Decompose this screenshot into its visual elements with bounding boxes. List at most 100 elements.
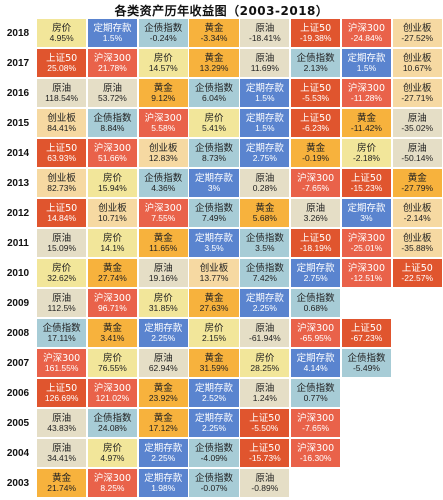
asset-return: 3.26% [303,212,328,223]
asset-name: 定期存款 [195,172,234,184]
asset-return: 11.69% [250,62,279,73]
asset-return: -25.01% [350,242,383,253]
asset-cell: 定期存款 1.98% [137,468,189,498]
asset-cell: 定期存款 2.25% [188,408,240,438]
asset-return: -27.71% [401,92,434,103]
asset-name: 黄金 [153,412,173,424]
asset-return: 43.83% [47,422,77,433]
asset-cell: 上证50 -15.73% [239,438,291,468]
asset-cell: 原油 43.83% [36,408,88,438]
asset-name: 创业板 [98,202,127,214]
asset-return: 13.29% [199,62,229,73]
asset-return: 2.25% [151,452,176,463]
asset-name: 黄金 [306,142,326,154]
asset-name: 定期存款 [296,262,335,274]
asset-cell: 定期存款 3% [340,198,393,228]
asset-return: -67.23% [350,332,383,343]
asset-name: 黄金 [102,262,122,274]
asset-return: 1.5% [255,122,275,133]
asset-name: 房价 [204,322,224,334]
asset-return: 1.98% [151,482,176,493]
asset-name: 定期存款 [195,412,234,424]
asset-return: -27.52% [401,32,434,43]
asset-return: 53.72% [98,92,127,103]
asset-cell: 企债指数 0.68% [290,288,342,318]
asset-name: 定期存款 [296,352,335,364]
asset-return: -65.95% [299,332,332,343]
asset-cell: 黄金 -3.34% [188,18,240,48]
asset-return: -2.18% [352,152,380,163]
asset-name: 创业板 [148,142,178,154]
asset-return: -2.14% [403,212,431,223]
asset-return: 28.25% [250,362,280,373]
empty-cell [340,468,393,498]
asset-cell: 上证50 14.84% [36,198,88,228]
asset-return: 63.93% [47,152,77,163]
asset-name: 创业板 [47,172,76,184]
asset-name: 原油 [255,322,275,334]
asset-return: 0.68% [303,302,328,313]
asset-name: 企债指数 [144,22,183,34]
asset-cell: 原油 -35.02% [391,108,443,138]
asset-name: 企债指数 [93,112,132,124]
asset-name: 上证50 [300,112,332,124]
asset-cell: 创业板 10.71% [86,198,139,228]
asset-return: 0.77% [303,392,328,403]
chart-title: 各类资产历年收益图（2003-2018） [114,4,329,18]
asset-return: 2.75% [303,272,328,283]
empty-cell [391,468,443,498]
asset-name: 上证50 [401,262,433,274]
asset-cell: 原油 62.94% [137,348,189,378]
asset-name: 原油 [407,112,427,124]
asset-name: 企债指数 [245,232,284,244]
asset-return: 3% [207,182,221,193]
asset-return: 10.71% [98,212,127,223]
asset-cell: 企债指数 -0.07% [188,468,240,498]
year-label: 2013 [6,177,30,189]
asset-name: 企债指数 [296,292,335,304]
asset-return: 62.94% [148,362,178,373]
asset-cell: 上证50 -18.19% [290,228,342,258]
asset-cell: 原油 53.72% [86,78,139,108]
asset-name: 房价 [52,262,72,274]
asset-cell: 黄金 13.29% [188,48,240,78]
asset-name: 企债指数 [347,352,386,364]
asset-cell: 沪深300 121.02% [86,378,139,408]
asset-return: 112.5% [47,302,76,313]
asset-cell: 黄金 -0.19% [290,138,342,168]
asset-cell: 上证50 -22.57% [391,258,443,288]
asset-return: 17.11% [47,332,76,343]
asset-cell: 沪深300 -11.28% [340,78,393,108]
asset-cell: 黄金 21.74% [36,468,88,498]
asset-cell: 沪深300 8.25% [86,468,139,498]
asset-return: -6.23% [302,122,330,133]
asset-name: 黄金 [102,322,122,334]
asset-cell: 黄金 3.41% [86,318,139,348]
asset-return: 8.25% [100,482,125,493]
asset-return: -11.28% [350,92,382,103]
asset-return: 15.09% [47,242,77,253]
asset-return: 7.49% [201,212,227,223]
asset-return: 9.12% [151,92,176,103]
asset-name: 创业板 [402,82,432,94]
asset-name: 沪深300 [93,292,132,304]
asset-name: 创业板 [402,232,432,244]
asset-name: 房价 [153,52,173,64]
asset-cell: 上证50 25.08% [36,48,88,78]
asset-cell: 黄金 9.12% [137,78,189,108]
asset-return: -27.79% [401,182,434,193]
asset-cell: 上证50 -15.23% [340,168,393,198]
asset-name: 企债指数 [144,172,183,184]
asset-cell: 企债指数 24.08% [86,408,139,438]
asset-name: 定期存款 [245,142,284,154]
asset-cell: 原油 1.24% [239,378,291,408]
asset-return: -11.42% [350,122,382,133]
asset-return: -35.02% [401,122,434,133]
asset-name: 定期存款 [245,112,284,124]
asset-return: 3.5% [255,242,275,253]
asset-name: 原油 [52,82,72,94]
asset-cell: 上证50 -6.23% [290,108,342,138]
asset-name: 黄金 [204,22,224,34]
year-label: 2003 [6,477,30,489]
asset-cell: 黄金 27.74% [86,258,139,288]
